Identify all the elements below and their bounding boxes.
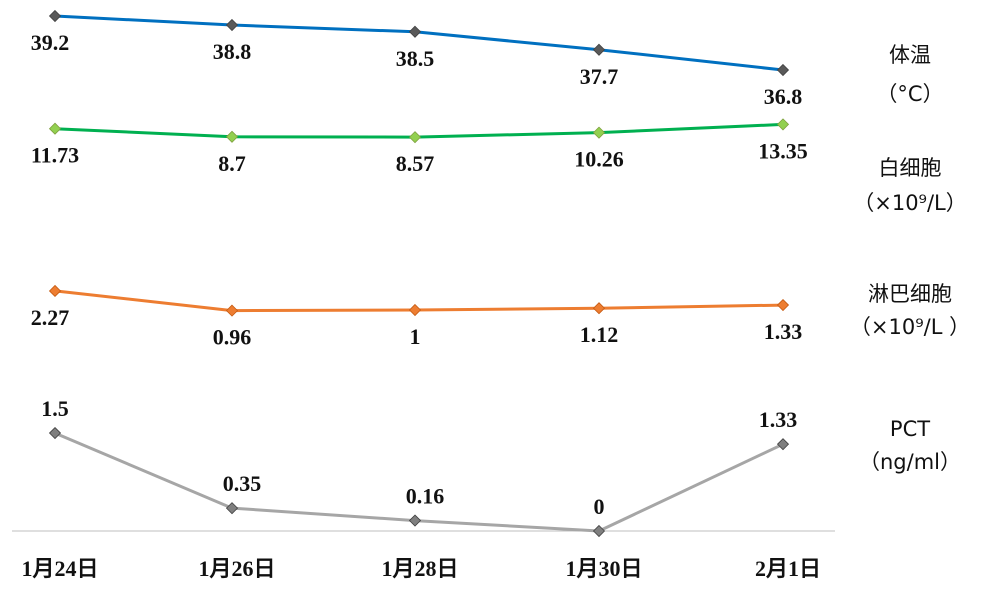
data-point — [776, 298, 790, 312]
data-label: 0 — [594, 494, 605, 519]
data-point — [776, 438, 790, 451]
data-point — [225, 304, 239, 317]
data-point — [408, 131, 422, 144]
series-unit: （ng/ml） — [859, 450, 961, 474]
data-label: 1.5 — [41, 396, 69, 421]
data-point — [776, 118, 790, 131]
series-unit: （×10⁹/L） — [853, 191, 967, 215]
series-name: 白细胞 — [879, 156, 942, 180]
data-point — [592, 126, 606, 139]
series-names: 体温 （°C） 白细胞 （×10⁹/L） 淋巴细胞 （×10⁹/L ） PCT （ng/ml） — [850, 43, 970, 474]
data-point — [225, 18, 239, 32]
series-name: 体温 — [889, 43, 931, 67]
data-point — [408, 25, 422, 38]
data-label: 2.27 — [31, 305, 70, 330]
data-label: 39.2 — [31, 30, 70, 55]
data-point — [48, 122, 62, 135]
x-tick-label: 1月26日 — [198, 556, 275, 581]
series-layer — [48, 9, 790, 538]
data-label: 8.7 — [218, 151, 246, 176]
data-point — [225, 502, 239, 515]
labels-layer: 39.2 38.8 38.5 37.7 36.8 11.73 8.7 8.57 10.26 13.… — [31, 30, 808, 519]
series-unit: （°C） — [876, 82, 943, 106]
data-label: 1.33 — [759, 407, 798, 432]
data-point — [592, 524, 606, 538]
data-label: 1 — [410, 324, 421, 349]
x-tick-labels: 1月24日 1月26日 1月28日 1月30日 2月1日 — [21, 556, 821, 581]
data-label: 8.57 — [396, 151, 435, 176]
x-tick-label: 1月28日 — [381, 556, 458, 581]
data-label: 1.12 — [580, 322, 619, 347]
data-label: 0.35 — [223, 471, 262, 496]
x-tick-label: 1月30日 — [565, 556, 642, 581]
series-name: PCT — [890, 417, 930, 441]
data-label: 36.8 — [764, 84, 803, 109]
series-name: 淋巴细胞 — [868, 282, 952, 306]
data-point — [408, 303, 422, 317]
data-point — [48, 284, 62, 298]
data-label: 11.73 — [31, 143, 79, 168]
series-line-2 — [54, 289, 784, 313]
x-tick-label: 2月1日 — [755, 556, 821, 581]
data-label: 13.35 — [758, 138, 808, 163]
series-line-3 — [54, 431, 784, 533]
data-label: 0.16 — [406, 484, 445, 509]
data-label: 37.7 — [580, 64, 619, 89]
x-tick-label: 1月24日 — [21, 556, 98, 581]
data-point — [48, 9, 62, 23]
data-point — [592, 43, 606, 56]
data-label: 0.96 — [213, 325, 252, 350]
data-label: 38.5 — [396, 46, 435, 71]
series-unit: （×10⁹/L ） — [850, 315, 970, 339]
data-label: 38.8 — [213, 39, 252, 64]
data-point — [776, 63, 790, 77]
data-point — [48, 426, 62, 440]
data-label: 10.26 — [574, 147, 624, 172]
data-point — [408, 514, 422, 527]
data-label: 1.33 — [764, 319, 803, 344]
data-point — [225, 130, 239, 143]
data-point — [592, 302, 606, 315]
